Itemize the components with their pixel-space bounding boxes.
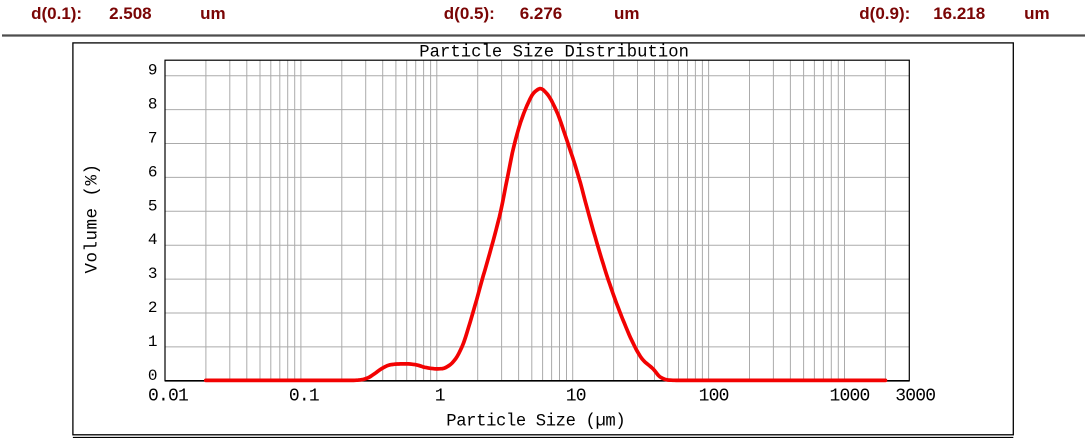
svg-text:um: um — [614, 4, 640, 23]
svg-text:6.276: 6.276 — [520, 4, 563, 23]
svg-text:0.01: 0.01 — [148, 387, 188, 407]
svg-text:Particle Size Distribution: Particle Size Distribution — [419, 44, 689, 63]
svg-text:d(0.5):: d(0.5): — [444, 4, 495, 23]
svg-text:um: um — [200, 4, 226, 23]
svg-text:4: 4 — [148, 231, 158, 249]
svg-text:0.1: 0.1 — [289, 387, 319, 407]
svg-text:7: 7 — [148, 130, 158, 148]
svg-text:2: 2 — [148, 299, 158, 317]
svg-text:10: 10 — [566, 387, 586, 407]
svg-text:1: 1 — [148, 333, 158, 351]
svg-text:100: 100 — [699, 387, 729, 407]
svg-text:d(0.9):: d(0.9): — [859, 4, 910, 23]
svg-text:d(0.1):: d(0.1): — [31, 4, 82, 23]
svg-text:8: 8 — [148, 96, 158, 114]
svg-text:1: 1 — [435, 387, 445, 407]
svg-text:9: 9 — [148, 62, 158, 80]
svg-text:3000: 3000 — [895, 387, 935, 407]
svg-text:Volume (%): Volume (%) — [83, 163, 103, 273]
svg-text:6: 6 — [148, 163, 158, 181]
svg-text:um: um — [1024, 4, 1050, 23]
svg-text:16.218: 16.218 — [933, 4, 985, 23]
svg-text:1000: 1000 — [829, 387, 869, 407]
svg-text:2.508: 2.508 — [109, 4, 152, 23]
svg-text:5: 5 — [148, 197, 158, 215]
svg-text:3: 3 — [148, 265, 158, 283]
svg-text:0: 0 — [148, 367, 158, 385]
svg-text:Particle Size (µm): Particle Size (µm) — [446, 413, 625, 432]
